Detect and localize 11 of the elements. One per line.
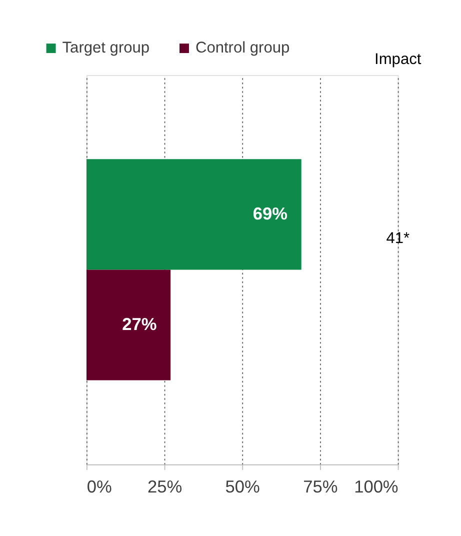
- legend-label: Control group: [195, 40, 290, 57]
- data-label: 69%: [252, 204, 288, 224]
- x-tick-label: 0%: [86, 476, 112, 496]
- annotation: 41*: [386, 230, 410, 247]
- text: Impact: [374, 50, 422, 68]
- x-tick-label: 75%: [303, 476, 338, 496]
- x-tick-label: 100%: [354, 476, 398, 496]
- x-tick-label: 50%: [225, 476, 260, 496]
- x-tick-label: 25%: [147, 476, 182, 496]
- legend-label: Target group: [62, 40, 150, 57]
- data-label: 27%: [122, 314, 157, 334]
